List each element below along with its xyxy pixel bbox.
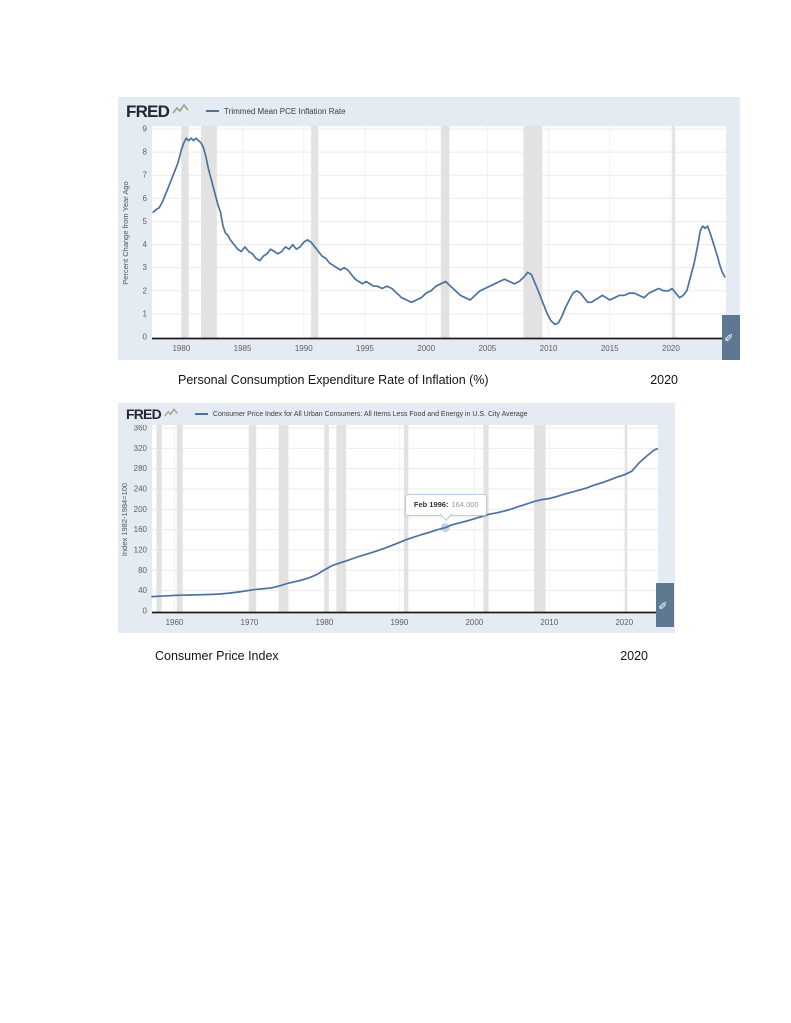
fred-chart-pce-inflation: FRED Trimmed Mean PCE Inflation Rate 0 1 2… — [118, 97, 740, 360]
chart-caption: Personal Consumption Expenditure Rate of… — [178, 373, 678, 387]
svg-text:2000: 2000 — [417, 344, 435, 353]
svg-text:1995: 1995 — [356, 344, 374, 353]
caption-year: 2020 — [650, 373, 678, 387]
fred-sparkline-icon — [164, 405, 179, 423]
svg-text:7: 7 — [143, 171, 148, 180]
svg-text:80: 80 — [138, 566, 147, 575]
svg-text:Index 1982-1984=100: Index 1982-1984=100 — [120, 483, 129, 556]
svg-text:0: 0 — [143, 333, 148, 342]
fred-chart-core-cpi: FRED Consumer Price Index for All Urban … — [118, 403, 675, 633]
svg-text:1990: 1990 — [295, 344, 313, 353]
legend-label: Consumer Price Index for All Urban Consu… — [212, 410, 528, 418]
svg-text:1980: 1980 — [172, 344, 190, 353]
svg-text:3: 3 — [143, 263, 148, 272]
svg-text:5: 5 — [143, 217, 148, 226]
svg-text:2005: 2005 — [478, 344, 496, 353]
svg-text:9: 9 — [143, 125, 148, 134]
svg-text:1960: 1960 — [166, 618, 184, 627]
svg-text:6: 6 — [143, 194, 148, 203]
svg-text:1985: 1985 — [234, 344, 252, 353]
legend-label: Trimmed Mean PCE Inflation Rate — [224, 106, 346, 116]
svg-text:8: 8 — [143, 148, 148, 157]
svg-text:1980: 1980 — [316, 618, 334, 627]
legend-item: Consumer Price Index for All Urban Consu… — [194, 410, 528, 418]
svg-text:40: 40 — [138, 586, 147, 595]
svg-text:2: 2 — [143, 286, 148, 295]
corner-edit-icon[interactable]: ✎ — [656, 583, 674, 627]
caption-year: 2020 — [620, 649, 648, 663]
svg-text:360: 360 — [134, 425, 148, 433]
svg-text:320: 320 — [134, 444, 148, 453]
caption-text: Personal Consumption Expenditure Rate of… — [178, 373, 489, 387]
chart-header: FRED Consumer Price Index for All Urban … — [118, 403, 675, 425]
chart-plot-area[interactable]: 0 40 80 120 160 200 240 280 320 360 1960 1970 1980 19… — [118, 425, 675, 633]
pencil-icon: ✎ — [724, 332, 737, 343]
fred-logo[interactable]: FRED — [126, 101, 170, 121]
svg-text:2010: 2010 — [540, 618, 558, 627]
caption-text: Consumer Price Index — [155, 649, 279, 663]
legend-line-swatch — [206, 110, 220, 112]
svg-text:200: 200 — [134, 505, 148, 514]
svg-text:4: 4 — [143, 240, 148, 249]
fred-logo[interactable]: FRED — [126, 406, 162, 422]
svg-text:2020: 2020 — [662, 344, 680, 353]
legend-item: Trimmed Mean PCE Inflation Rate — [206, 107, 346, 116]
svg-text:1: 1 — [143, 309, 148, 318]
svg-text:2010: 2010 — [540, 344, 558, 353]
svg-text:2015: 2015 — [601, 344, 619, 353]
tooltip-value: 164.000 — [451, 500, 479, 510]
legend-line-swatch — [194, 413, 208, 415]
svg-text:280: 280 — [134, 464, 148, 473]
chart-caption: Consumer Price Index 2020 — [155, 649, 648, 663]
pencil-icon: ✎ — [658, 600, 671, 610]
tooltip-date: Feb 1996: — [413, 500, 449, 510]
chart-tooltip: Feb 1996: 164.000 — [405, 493, 488, 521]
svg-text:1990: 1990 — [390, 618, 408, 627]
svg-text:120: 120 — [134, 546, 148, 555]
fred-sparkline-icon — [172, 102, 190, 120]
chart-plot-area[interactable]: 0 1 2 3 4 5 6 7 8 9 1980 1985 1990 1995 2000 2005 2010 20… — [118, 125, 740, 360]
svg-text:Percent Change from Year Ago: Percent Change from Year Ago — [121, 181, 130, 284]
svg-text:240: 240 — [134, 485, 148, 494]
chart-header: FRED Trimmed Mean PCE Inflation Rate — [118, 97, 740, 125]
svg-text:1970: 1970 — [241, 618, 259, 627]
svg-text:2000: 2000 — [465, 618, 483, 627]
svg-text:160: 160 — [134, 525, 148, 534]
svg-text:0: 0 — [143, 607, 148, 616]
corner-edit-icon[interactable]: ✎ — [722, 315, 740, 360]
svg-text:2020: 2020 — [615, 618, 633, 627]
